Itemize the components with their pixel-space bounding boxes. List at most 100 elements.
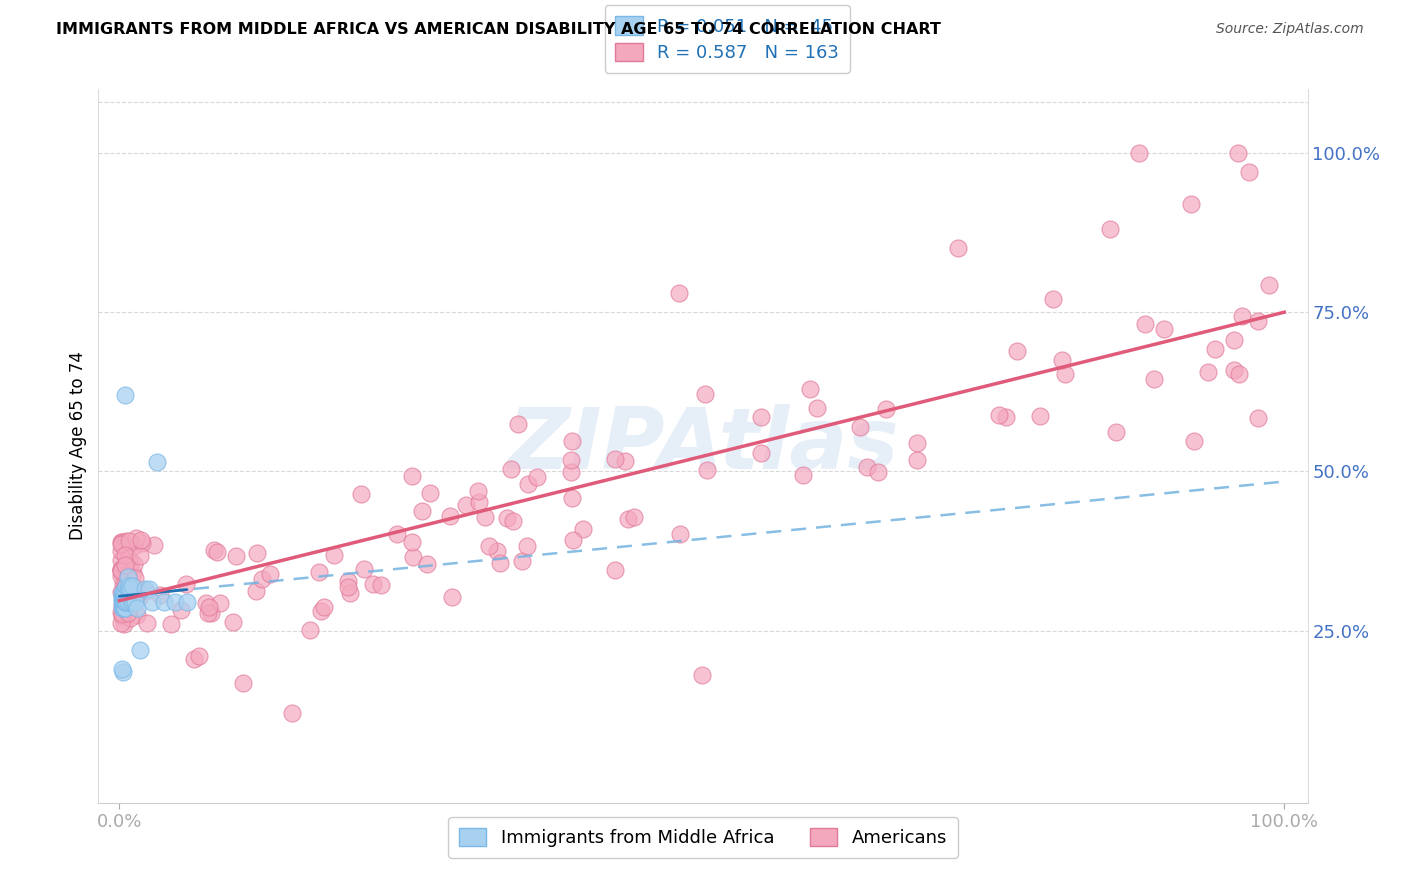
Point	[516, 540, 538, 554]
Point	[1204, 342, 1226, 356]
Point	[1052, 352, 1074, 367]
Point	[111, 595, 134, 609]
Point	[110, 537, 132, 551]
Point	[245, 584, 267, 599]
Point	[1227, 367, 1250, 381]
Point	[806, 401, 828, 415]
Point	[1182, 434, 1205, 448]
Point	[561, 533, 583, 547]
Point	[141, 595, 163, 609]
Point	[205, 544, 228, 558]
Point	[308, 565, 330, 579]
Point	[337, 574, 360, 588]
Point	[112, 595, 135, 609]
Point	[197, 599, 219, 614]
Point	[111, 591, 134, 606]
Point	[281, 706, 304, 720]
Point	[111, 595, 134, 609]
Point	[117, 568, 139, 582]
Point	[125, 601, 148, 615]
Point	[690, 668, 713, 682]
Point	[1223, 363, 1246, 377]
Point	[110, 535, 132, 549]
Text: ZIPAtlas: ZIPAtlas	[508, 404, 898, 488]
Point	[118, 579, 141, 593]
Point	[111, 608, 134, 623]
Point	[988, 408, 1011, 422]
Point	[616, 512, 638, 526]
Point	[419, 485, 441, 500]
Point	[112, 595, 135, 609]
Point	[114, 573, 136, 587]
Point	[866, 465, 889, 479]
Point	[695, 387, 717, 401]
Point	[946, 242, 969, 256]
Point	[136, 616, 159, 631]
Point	[1042, 292, 1064, 306]
Point	[907, 453, 929, 467]
Point	[1223, 333, 1246, 347]
Point	[112, 617, 135, 632]
Point	[111, 601, 134, 615]
Point	[112, 599, 135, 613]
Point	[401, 468, 423, 483]
Legend: Immigrants from Middle Africa, Americans: Immigrants from Middle Africa, Americans	[449, 817, 957, 858]
Point	[115, 585, 138, 599]
Point	[122, 595, 145, 609]
Point	[114, 595, 136, 609]
Point	[111, 589, 134, 603]
Point	[1133, 317, 1156, 331]
Point	[183, 652, 205, 666]
Point	[122, 539, 145, 553]
Point	[114, 564, 136, 578]
Point	[111, 607, 134, 621]
Point	[188, 649, 211, 664]
Point	[112, 571, 135, 585]
Point	[605, 451, 627, 466]
Point	[350, 486, 373, 500]
Point	[110, 615, 132, 630]
Point	[114, 601, 136, 615]
Point	[495, 510, 517, 524]
Point	[799, 382, 821, 396]
Point	[120, 611, 142, 625]
Point	[115, 579, 138, 593]
Point	[165, 595, 187, 609]
Point	[411, 504, 433, 518]
Point	[202, 543, 225, 558]
Point	[143, 538, 166, 552]
Point	[112, 577, 135, 591]
Point	[749, 445, 772, 459]
Point	[259, 567, 281, 582]
Point	[129, 549, 152, 564]
Point	[129, 643, 152, 657]
Point	[499, 462, 522, 476]
Point	[118, 557, 141, 571]
Point	[115, 580, 138, 594]
Point	[111, 539, 134, 553]
Point	[526, 470, 548, 484]
Point	[134, 582, 156, 597]
Point	[905, 435, 928, 450]
Text: Source: ZipAtlas.com: Source: ZipAtlas.com	[1216, 22, 1364, 37]
Point	[1239, 165, 1261, 179]
Point	[114, 549, 136, 563]
Point	[114, 388, 136, 402]
Point	[117, 595, 139, 609]
Point	[849, 420, 872, 434]
Point	[159, 616, 181, 631]
Point	[232, 675, 254, 690]
Point	[110, 563, 132, 577]
Point	[110, 564, 132, 578]
Point	[561, 434, 583, 448]
Point	[474, 509, 496, 524]
Point	[195, 596, 218, 610]
Point	[124, 571, 146, 585]
Point	[114, 579, 136, 593]
Point	[170, 603, 193, 617]
Point	[353, 562, 375, 576]
Point	[174, 577, 197, 591]
Point	[603, 563, 626, 577]
Point	[121, 579, 143, 593]
Point	[120, 599, 142, 614]
